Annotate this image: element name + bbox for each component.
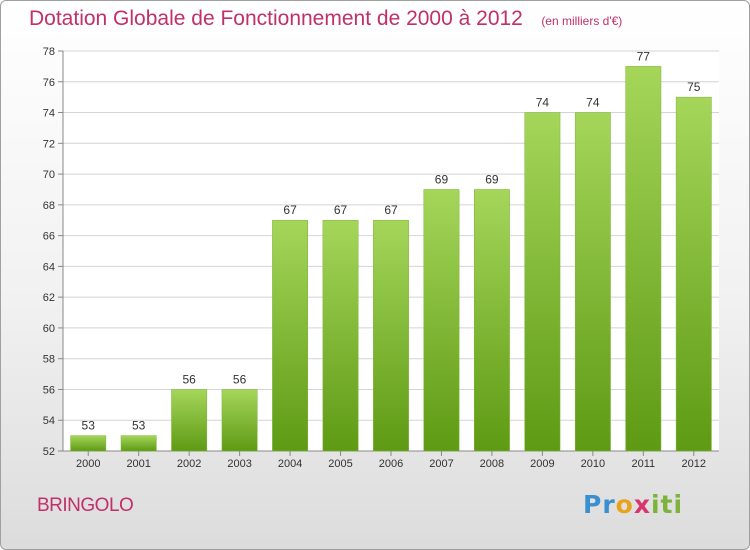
y-tick-label: 60 (43, 323, 55, 335)
y-tick-label: 68 (43, 200, 55, 212)
bar-2012 (675, 96, 712, 452)
y-tick-label: 52 (43, 446, 55, 458)
y-tick-label: 54 (43, 415, 55, 427)
data-label-2001: 53 (132, 419, 146, 433)
bar-2010 (574, 112, 611, 452)
bar-2008 (474, 189, 510, 452)
y-tick-label: 62 (43, 292, 55, 304)
x-tick-label-2010: 2010 (581, 458, 605, 470)
bar-2009 (524, 112, 561, 452)
y-tick-label: 74 (43, 108, 55, 120)
x-tick-label-2006: 2006 (379, 458, 403, 470)
y-tick-label: 64 (43, 261, 55, 273)
x-tick-label-2008: 2008 (480, 458, 504, 470)
x-tick-label-2009: 2009 (530, 458, 554, 470)
bar-2006 (373, 219, 409, 452)
bar-2007 (423, 189, 460, 452)
data-label-2002: 56 (182, 372, 196, 386)
data-label-2004: 67 (283, 203, 297, 217)
y-tick-label: 76 (43, 77, 55, 89)
x-tick-label-2001: 2001 (126, 458, 150, 470)
proxiti-logo: Proxiti (583, 490, 684, 519)
data-label-2003: 56 (233, 372, 247, 386)
bar-2004 (272, 219, 308, 452)
data-label-2010: 74 (586, 96, 600, 110)
commune-name: BRINGOLO (37, 495, 134, 516)
data-label-2011: 77 (637, 49, 651, 63)
title-row: Dotation Globale de Fonctionnement de 20… (29, 7, 622, 31)
y-tick-label: 72 (43, 138, 55, 150)
data-label-2006: 67 (384, 203, 398, 217)
x-tick-label-2000: 2000 (76, 458, 100, 470)
bar-2000 (70, 435, 107, 452)
data-label-2008: 69 (485, 172, 499, 186)
bar-2011 (625, 66, 662, 452)
x-tick-label-2003: 2003 (227, 458, 251, 470)
x-tick-label-2002: 2002 (177, 458, 201, 470)
chart-title: Dotation Globale de Fonctionnement de 20… (29, 7, 523, 30)
bar-2003 (221, 389, 258, 452)
y-tick-label: 70 (43, 169, 55, 181)
x-tick-label-2005: 2005 (328, 458, 352, 470)
data-label-2005: 67 (334, 203, 348, 217)
x-tick-label-2012: 2012 (682, 458, 706, 470)
x-tick-label-2004: 2004 (278, 458, 302, 470)
y-tick-label: 66 (43, 231, 55, 243)
data-label-2007: 69 (435, 172, 449, 186)
data-label-2000: 53 (82, 419, 96, 433)
y-tick-label: 58 (43, 354, 55, 366)
chart-subtitle: (en milliers d'€) (541, 14, 623, 28)
bar-2005 (322, 219, 359, 452)
y-tick-label: 56 (43, 384, 55, 396)
y-tick-label: 78 (43, 46, 55, 58)
data-label-2012: 75 (687, 80, 701, 94)
bar-2001 (120, 435, 157, 452)
x-tick-label-2011: 2011 (631, 458, 655, 470)
data-label-2009: 74 (536, 96, 550, 110)
bar-2002 (171, 389, 208, 452)
x-tick-label-2007: 2007 (429, 458, 453, 470)
